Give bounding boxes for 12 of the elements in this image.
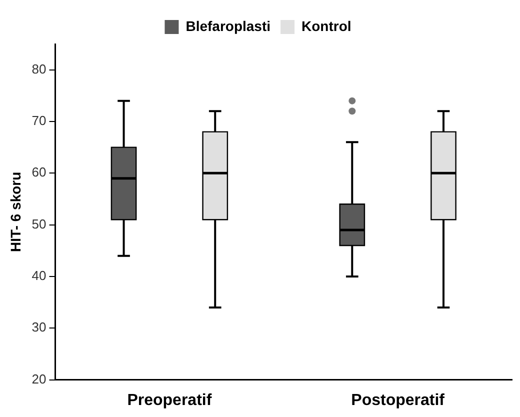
y-tick-label: 70 bbox=[32, 113, 46, 128]
y-tick-label: 20 bbox=[32, 371, 46, 386]
legend-label: Kontrol bbox=[302, 18, 352, 34]
y-tick-label: 40 bbox=[32, 268, 46, 284]
y-tick-label: 30 bbox=[32, 320, 46, 335]
legend-label: Blefaroplasti bbox=[186, 18, 271, 34]
x-tick-label: Preoperatif bbox=[127, 392, 212, 409]
x-tick-label: Postoperatif bbox=[351, 392, 446, 409]
y-tick-label: 50 bbox=[32, 216, 46, 232]
y-axis-title: HIT- 6 skoru bbox=[7, 172, 24, 252]
y-tick-label: 60 bbox=[32, 164, 46, 180]
y-tick-label: 80 bbox=[32, 61, 46, 76]
